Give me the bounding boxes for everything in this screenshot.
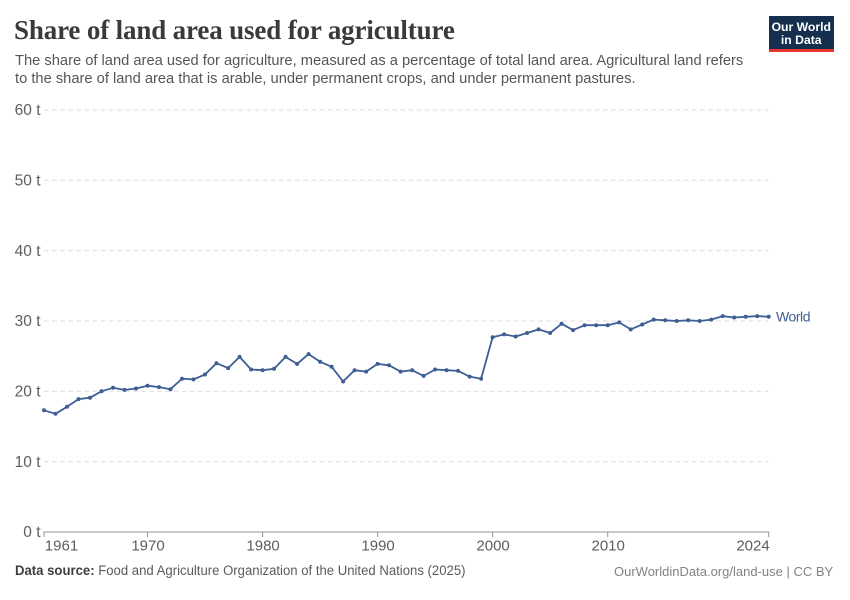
- svg-text:2024: 2024: [736, 538, 769, 555]
- svg-text:2000: 2000: [476, 538, 509, 555]
- svg-text:1970: 1970: [131, 538, 164, 555]
- svg-text:1980: 1980: [246, 538, 279, 555]
- svg-text:10 t: 10 t: [15, 454, 42, 471]
- svg-text:1990: 1990: [361, 538, 394, 555]
- svg-text:40 t: 40 t: [15, 243, 42, 260]
- svg-text:50 t: 50 t: [15, 172, 42, 189]
- svg-text:0 t: 0 t: [23, 524, 41, 541]
- svg-text:30 t: 30 t: [15, 313, 42, 330]
- svg-text:60 t: 60 t: [15, 102, 42, 119]
- svg-text:1961: 1961: [45, 538, 78, 555]
- svg-text:20 t: 20 t: [15, 383, 42, 400]
- svg-text:World: World: [776, 309, 811, 325]
- svg-text:2010: 2010: [592, 538, 625, 555]
